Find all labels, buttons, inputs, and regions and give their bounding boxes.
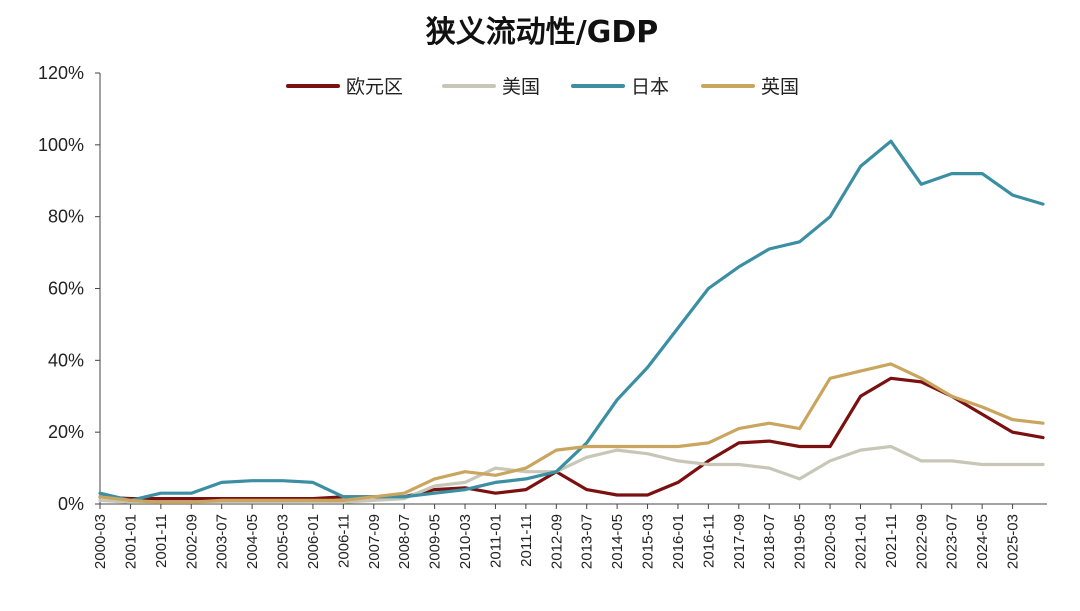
legend-label: 日本 xyxy=(631,76,669,98)
x-tick-label: 2019-05 xyxy=(792,514,809,569)
x-tick-label: 2018-07 xyxy=(761,514,778,569)
x-tick-label: 2004-05 xyxy=(244,514,261,569)
x-tick-label: 2025-03 xyxy=(1005,514,1022,569)
y-tick-label: 60% xyxy=(48,279,84,299)
x-tick-label: 2007-09 xyxy=(366,514,383,569)
y-tick-label: 80% xyxy=(48,207,84,227)
x-tick-label: 2000-03 xyxy=(92,514,109,569)
x-tick-label: 2003-07 xyxy=(214,514,231,569)
x-tick-label: 2023-07 xyxy=(944,514,961,569)
x-tick-label: 2021-11 xyxy=(883,514,900,568)
x-tick-label: 2009-05 xyxy=(427,514,444,569)
x-tick-label: 2015-03 xyxy=(640,514,657,569)
y-tick-label: 20% xyxy=(48,422,84,442)
y-tick-label: 0% xyxy=(58,494,84,514)
x-tick-label: 2002-09 xyxy=(183,514,200,569)
x-tick-label: 2010-03 xyxy=(457,514,474,569)
x-tick-label: 2017-09 xyxy=(731,514,748,569)
x-tick-label: 2001-01 xyxy=(122,514,139,569)
series-group xyxy=(98,139,1045,504)
series-line-美国 xyxy=(98,444,1045,504)
x-tick-label: 2024-05 xyxy=(974,514,991,569)
x-tick-label: 2011-11 xyxy=(518,514,535,567)
x-tick-label: 2008-07 xyxy=(396,514,413,569)
axes: 0% 20% 40% 60% 80% 100% 120% 2000-03 2001-01 2001… xyxy=(38,63,1047,569)
y-tick-label: 100% xyxy=(38,135,84,155)
x-tick-label: 2013-07 xyxy=(579,514,596,569)
x-tick-label: 2005-03 xyxy=(275,514,292,569)
x-tick-label: 2011-01 xyxy=(487,514,504,568)
x-tick-label: 2022-09 xyxy=(913,514,930,569)
x-tick-label: 2021-01 xyxy=(852,514,869,569)
legend: 欧元区 美国 日本 英国 xyxy=(286,76,799,98)
series-line-日本 xyxy=(98,139,1045,502)
x-tick-label: 2016-01 xyxy=(670,514,687,569)
chart-title: 狭义流动性/GDP xyxy=(425,15,658,50)
series-line-欧元区 xyxy=(98,376,1045,501)
x-tick-label: 2006-11 xyxy=(335,514,352,568)
legend-label: 欧元区 xyxy=(346,76,403,98)
x-tick-label: 2006-01 xyxy=(305,514,322,569)
x-tick-label: 2012-09 xyxy=(548,514,565,569)
y-tick-label: 120% xyxy=(38,63,84,83)
x-tick-label: 2016-11 xyxy=(700,514,717,568)
x-tick-label: 2001-11 xyxy=(153,514,170,568)
y-tick-label: 40% xyxy=(48,350,84,370)
legend-label: 美国 xyxy=(502,76,540,98)
legend-label: 英国 xyxy=(761,76,799,98)
series-line-英国 xyxy=(98,362,1045,504)
x-tick-label: 2020-03 xyxy=(822,514,839,569)
x-tick-label: 2014-05 xyxy=(609,514,626,569)
